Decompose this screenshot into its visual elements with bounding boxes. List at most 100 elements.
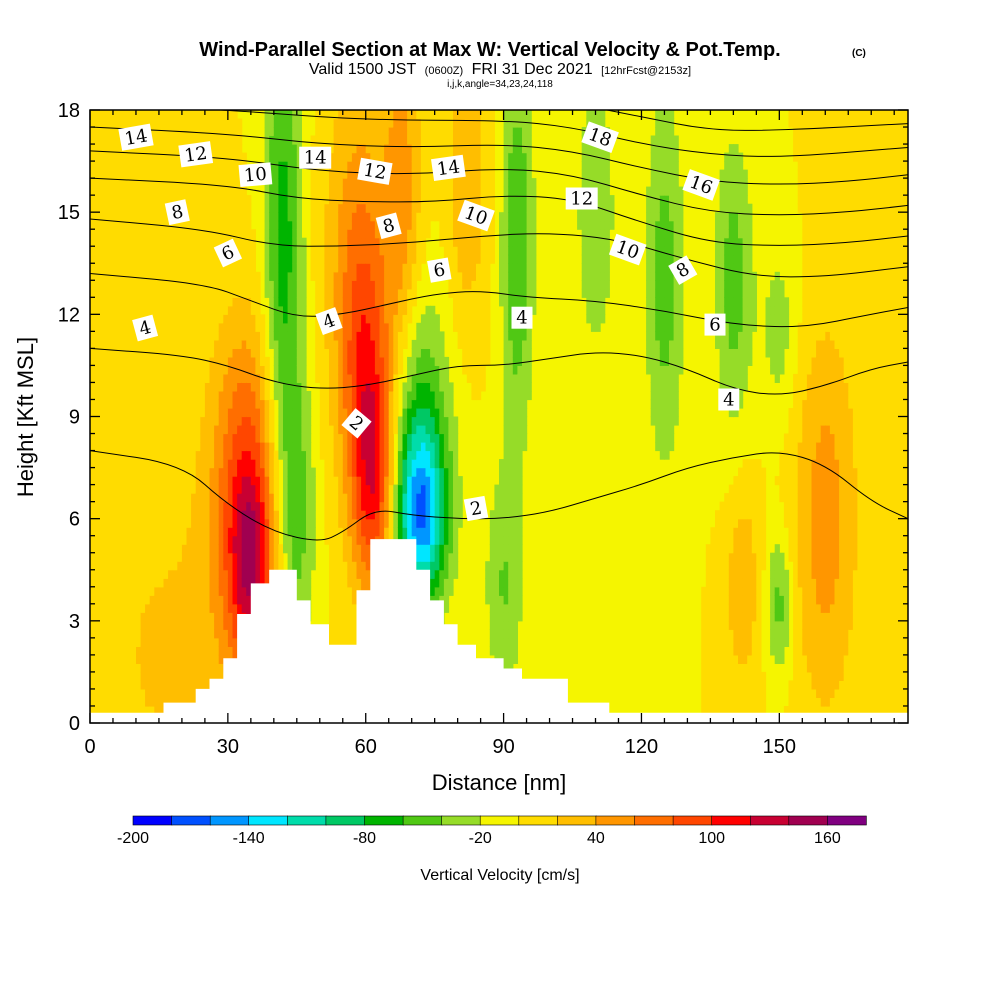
w-cell <box>416 382 422 392</box>
w-cell <box>136 348 142 358</box>
w-cell <box>186 569 192 579</box>
w-cell <box>296 178 302 188</box>
w-cell <box>136 110 142 120</box>
w-cell <box>191 663 197 673</box>
w-cell <box>204 637 211 647</box>
w-cell <box>338 169 344 179</box>
w-cell <box>420 127 427 137</box>
w-cell <box>338 629 344 639</box>
w-cell <box>227 510 234 520</box>
w-cell <box>181 373 188 383</box>
w-cell <box>416 220 422 230</box>
w-cell <box>94 263 100 273</box>
w-cell <box>200 322 206 332</box>
w-cell <box>347 246 353 256</box>
w-cell <box>227 646 234 656</box>
w-cell <box>296 510 302 520</box>
w-cell <box>90 629 96 639</box>
w-cell <box>287 561 293 571</box>
w-cell <box>200 629 206 639</box>
w-cell <box>356 339 362 349</box>
w-cell <box>149 195 155 205</box>
w-cell <box>232 527 238 537</box>
w-cell <box>158 118 165 128</box>
w-cell <box>296 484 302 494</box>
w-cell <box>126 161 132 171</box>
w-cell <box>260 476 266 486</box>
w-cell <box>347 408 353 418</box>
w-cell <box>108 322 114 332</box>
w-cell <box>214 663 220 673</box>
w-cell <box>287 442 293 452</box>
w-cell <box>329 433 335 443</box>
w-cell <box>154 127 160 137</box>
w-cell <box>172 229 178 239</box>
w-cell <box>384 288 390 298</box>
w-cell <box>191 212 197 222</box>
w-cell <box>338 518 344 528</box>
w-cell <box>145 169 151 179</box>
w-cell <box>94 510 100 520</box>
w-cell <box>319 416 325 426</box>
w-cell <box>338 467 344 477</box>
w-cell <box>397 178 404 188</box>
w-cell <box>333 348 339 358</box>
w-cell <box>278 391 284 401</box>
w-cell <box>172 535 178 545</box>
w-cell <box>131 246 137 256</box>
w-cell <box>140 425 146 435</box>
w-cell <box>370 433 376 443</box>
w-cell <box>361 229 367 239</box>
w-cell <box>315 203 321 213</box>
w-cell <box>407 399 413 409</box>
w-cell <box>379 459 385 469</box>
w-cell <box>329 373 335 383</box>
w-cell <box>283 246 289 256</box>
w-cell <box>296 288 302 298</box>
w-cell <box>154 569 160 579</box>
w-cell <box>181 603 188 613</box>
w-cell <box>168 425 174 435</box>
w-cell <box>283 518 289 528</box>
w-cell <box>374 425 381 435</box>
w-cell <box>361 144 367 154</box>
w-cell <box>131 118 137 128</box>
w-cell <box>90 671 96 681</box>
w-cell <box>140 510 146 520</box>
w-cell <box>103 135 109 145</box>
w-cell <box>154 186 160 196</box>
w-cell <box>269 467 275 477</box>
w-cell <box>163 305 169 315</box>
w-cell <box>264 527 270 537</box>
w-cell <box>172 433 178 443</box>
w-cell <box>227 220 234 230</box>
w-cell <box>287 322 293 332</box>
w-cell <box>126 356 132 366</box>
w-cell <box>273 561 279 571</box>
w-cell <box>223 391 229 401</box>
w-cell <box>416 110 422 120</box>
w-cell <box>168 348 174 358</box>
w-cell <box>90 246 96 256</box>
w-cell <box>181 450 188 460</box>
w-cell <box>269 144 275 154</box>
w-cell <box>338 356 344 366</box>
w-cell <box>163 467 169 477</box>
w-cell <box>154 288 160 298</box>
w-cell <box>246 425 252 435</box>
w-cell <box>94 118 100 128</box>
w-cell <box>397 365 404 375</box>
w-cell <box>117 688 123 698</box>
w-cell <box>218 322 224 332</box>
w-cell <box>181 237 188 247</box>
w-cell <box>393 518 399 528</box>
w-cell <box>425 382 431 392</box>
w-cell <box>168 552 174 562</box>
w-cell <box>393 501 399 511</box>
w-cell <box>397 493 404 503</box>
w-cell <box>273 152 279 162</box>
w-cell <box>402 246 408 256</box>
w-cell <box>145 552 151 562</box>
w-cell <box>149 663 155 673</box>
w-cell <box>122 467 128 477</box>
